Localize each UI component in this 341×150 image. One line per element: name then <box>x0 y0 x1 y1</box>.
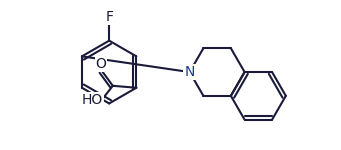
Text: O: O <box>95 57 106 71</box>
Text: HO: HO <box>81 93 103 106</box>
Text: N: N <box>184 65 195 79</box>
Text: F: F <box>105 10 113 24</box>
